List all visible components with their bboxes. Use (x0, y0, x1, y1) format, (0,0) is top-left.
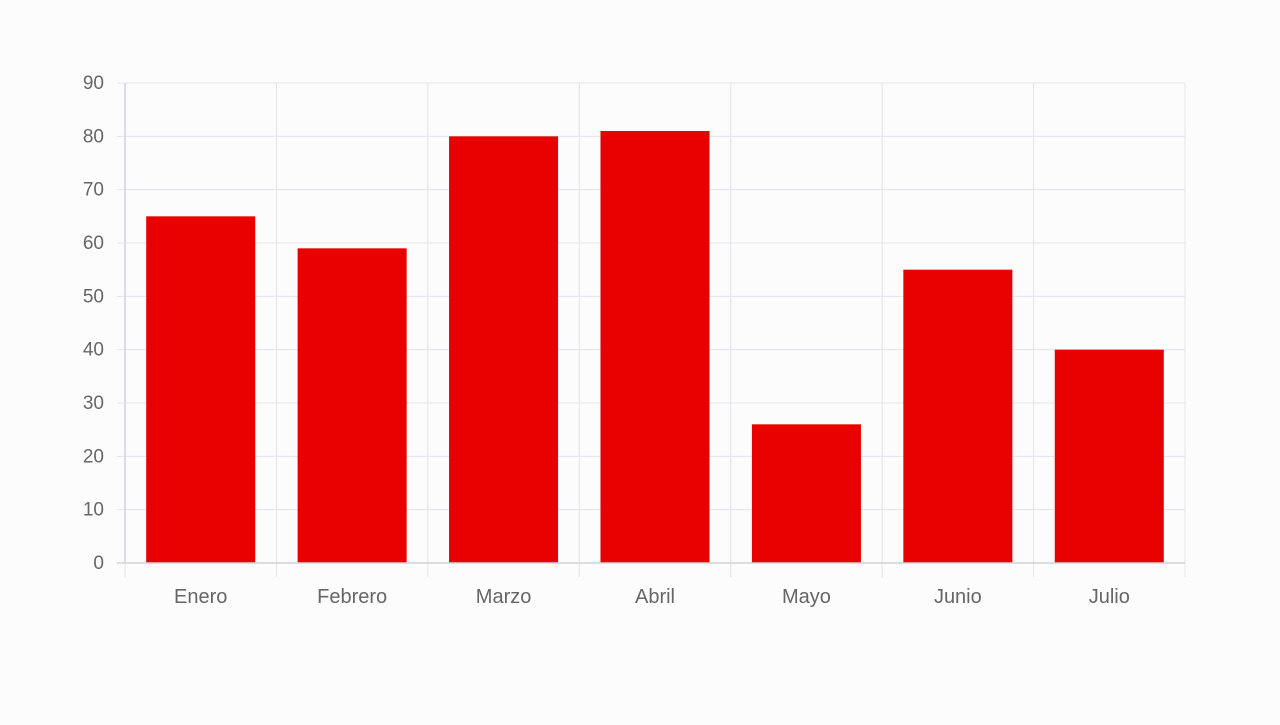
y-tick-label: 10 (83, 500, 104, 521)
x-tick-label: Marzo (476, 586, 532, 608)
y-tick-label: 90 (83, 73, 104, 94)
x-axis-ticks: Enero Febrero Marzo Abril Mayo Junio Julio (174, 586, 1130, 608)
x-tick-label: Mayo (782, 586, 831, 608)
bar-junio[interactable] (903, 269, 1013, 563)
y-tick-label: 20 (83, 446, 104, 467)
y-tick-label: 70 (83, 180, 104, 201)
x-tick-label: Enero (174, 586, 227, 608)
bar-enero[interactable] (146, 216, 256, 564)
x-tick-label: Junio (934, 586, 982, 608)
bar-marzo[interactable] (449, 136, 559, 564)
x-tick-label: Julio (1089, 586, 1130, 608)
bar-julio[interactable] (1054, 349, 1164, 563)
bar-mayo[interactable] (751, 424, 861, 563)
bar-febrero[interactable] (297, 248, 407, 564)
bars (146, 131, 1164, 564)
y-tick-label: 30 (83, 393, 104, 414)
axes (117, 83, 1185, 564)
y-tick-label: 50 (83, 286, 104, 307)
x-tick-label: Febrero (317, 586, 387, 608)
y-axis-ticks: 0 10 20 30 40 50 60 70 80 90 (83, 73, 104, 574)
y-tick-label: 80 (83, 126, 104, 147)
y-tick-label: 0 (93, 553, 104, 574)
x-tick-label: Abril (635, 586, 675, 608)
y-tick-label: 40 (83, 340, 104, 361)
bar-abril[interactable] (600, 131, 710, 563)
y-tick-label: 60 (83, 233, 104, 254)
